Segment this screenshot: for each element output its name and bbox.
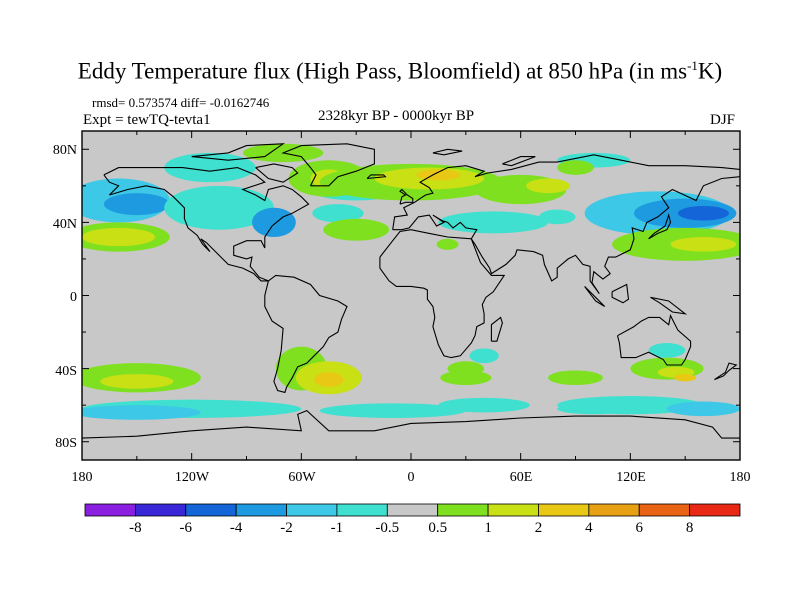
lon-label-180e: 180 xyxy=(729,470,751,485)
lon-label-0: 0 xyxy=(407,470,415,485)
anomaly-patch xyxy=(648,343,686,358)
anomaly-patch xyxy=(438,211,549,234)
axis-ticks xyxy=(81,131,741,460)
lat-label-40s: 40S xyxy=(55,364,77,379)
colorbar-label: -0.5 xyxy=(375,520,400,536)
anomaly-patch xyxy=(670,237,737,252)
colorbar-swatch xyxy=(84,503,136,517)
colorbar-label: 0.5 xyxy=(428,520,448,536)
anomaly-patch xyxy=(436,238,459,250)
colorbar xyxy=(84,503,741,517)
colorbar-swatch xyxy=(286,503,338,517)
colorbar-label: -6 xyxy=(179,520,193,536)
coastline xyxy=(648,213,672,240)
colorbar-swatch xyxy=(588,503,640,517)
anomaly-patch xyxy=(251,207,296,238)
colorbar-label: -8 xyxy=(129,520,142,536)
lat-label-0: 0 xyxy=(70,290,77,305)
coastline xyxy=(366,174,387,180)
lon-label-60w: 60W xyxy=(288,470,316,485)
colorbar-swatch xyxy=(235,503,287,517)
anomaly-patch xyxy=(666,401,740,417)
anomaly-patch xyxy=(103,193,170,216)
coastline xyxy=(502,156,536,167)
lon-label-120w: 120W xyxy=(174,470,210,485)
coastline xyxy=(379,229,506,359)
lon-label-60e: 60E xyxy=(509,470,533,485)
anomaly-patch xyxy=(312,204,364,223)
colorbar-swatch xyxy=(437,503,489,517)
colorbar-label: 6 xyxy=(635,520,643,536)
colorbar-swatch xyxy=(336,503,388,517)
anomaly-patch xyxy=(319,403,466,418)
colorbar-swatch xyxy=(638,503,691,517)
colorbar-swatch xyxy=(538,503,590,517)
colorbar-swatch xyxy=(185,503,237,517)
colorbar-label: 1 xyxy=(484,520,492,536)
colorbar-label: -4 xyxy=(229,520,243,536)
coastline xyxy=(255,163,299,183)
colorbar-label: 8 xyxy=(685,520,694,536)
anomaly-patch xyxy=(526,178,571,194)
colorbar-label: 2 xyxy=(534,520,543,536)
anomaly-patch xyxy=(538,209,576,225)
coastline xyxy=(399,188,414,205)
coastline xyxy=(432,148,463,156)
colorbar-swatch xyxy=(386,503,439,517)
anomaly-patch xyxy=(469,348,499,364)
coastline xyxy=(490,316,503,342)
coastline xyxy=(103,167,310,282)
coastline xyxy=(82,409,740,439)
season-label: DJF xyxy=(710,112,736,128)
colorbar-label: -1 xyxy=(330,520,344,536)
coastline xyxy=(714,362,738,381)
anomaly-patch xyxy=(440,370,492,386)
coastline xyxy=(392,154,740,295)
coastline xyxy=(191,143,285,161)
anomaly-patch xyxy=(557,403,631,415)
anomaly-patch xyxy=(82,227,156,247)
anomaly-patch xyxy=(82,405,201,420)
coastline xyxy=(650,296,688,315)
experiment-label: Expt = tewTQ-tevta1 xyxy=(83,112,211,128)
coastline xyxy=(616,313,692,366)
colorbar-swatch xyxy=(134,503,187,517)
anomaly-patch xyxy=(677,205,730,221)
anomaly-patch xyxy=(416,169,461,181)
stats-label: rmsd= 0.573574 diff= -0.0162746 xyxy=(92,95,270,110)
lon-label-120e: 120E xyxy=(616,470,646,485)
lat-label-40n: 40N xyxy=(52,217,77,232)
anomaly-patch xyxy=(100,374,174,389)
lat-label-80s: 80S xyxy=(55,436,77,451)
colorbar-swatch xyxy=(487,503,539,517)
coastline xyxy=(584,286,606,307)
anomaly-patch xyxy=(438,397,530,413)
anomaly-patch xyxy=(323,218,390,241)
anomaly-patch xyxy=(674,374,697,382)
colorbar-label: 4 xyxy=(585,520,593,536)
lon-label-180w: 180 xyxy=(71,470,93,485)
coastline xyxy=(281,143,375,187)
coastline xyxy=(264,274,348,394)
colorbar-label: -2 xyxy=(280,520,293,536)
anomaly-patch xyxy=(164,185,274,230)
period-label: 2328kyr BP - 0000kyr BP xyxy=(318,108,475,124)
anomaly-patch xyxy=(557,160,594,175)
coastline xyxy=(611,283,630,304)
anomaly-patch xyxy=(314,372,344,387)
colorbar-swatch xyxy=(689,503,741,517)
plot-title: Eddy Temperature flux (High Pass, Bloomf… xyxy=(77,58,723,84)
anomaly-patch xyxy=(548,370,603,386)
coastlines xyxy=(82,143,740,439)
lat-label-80n: 80N xyxy=(52,143,77,158)
